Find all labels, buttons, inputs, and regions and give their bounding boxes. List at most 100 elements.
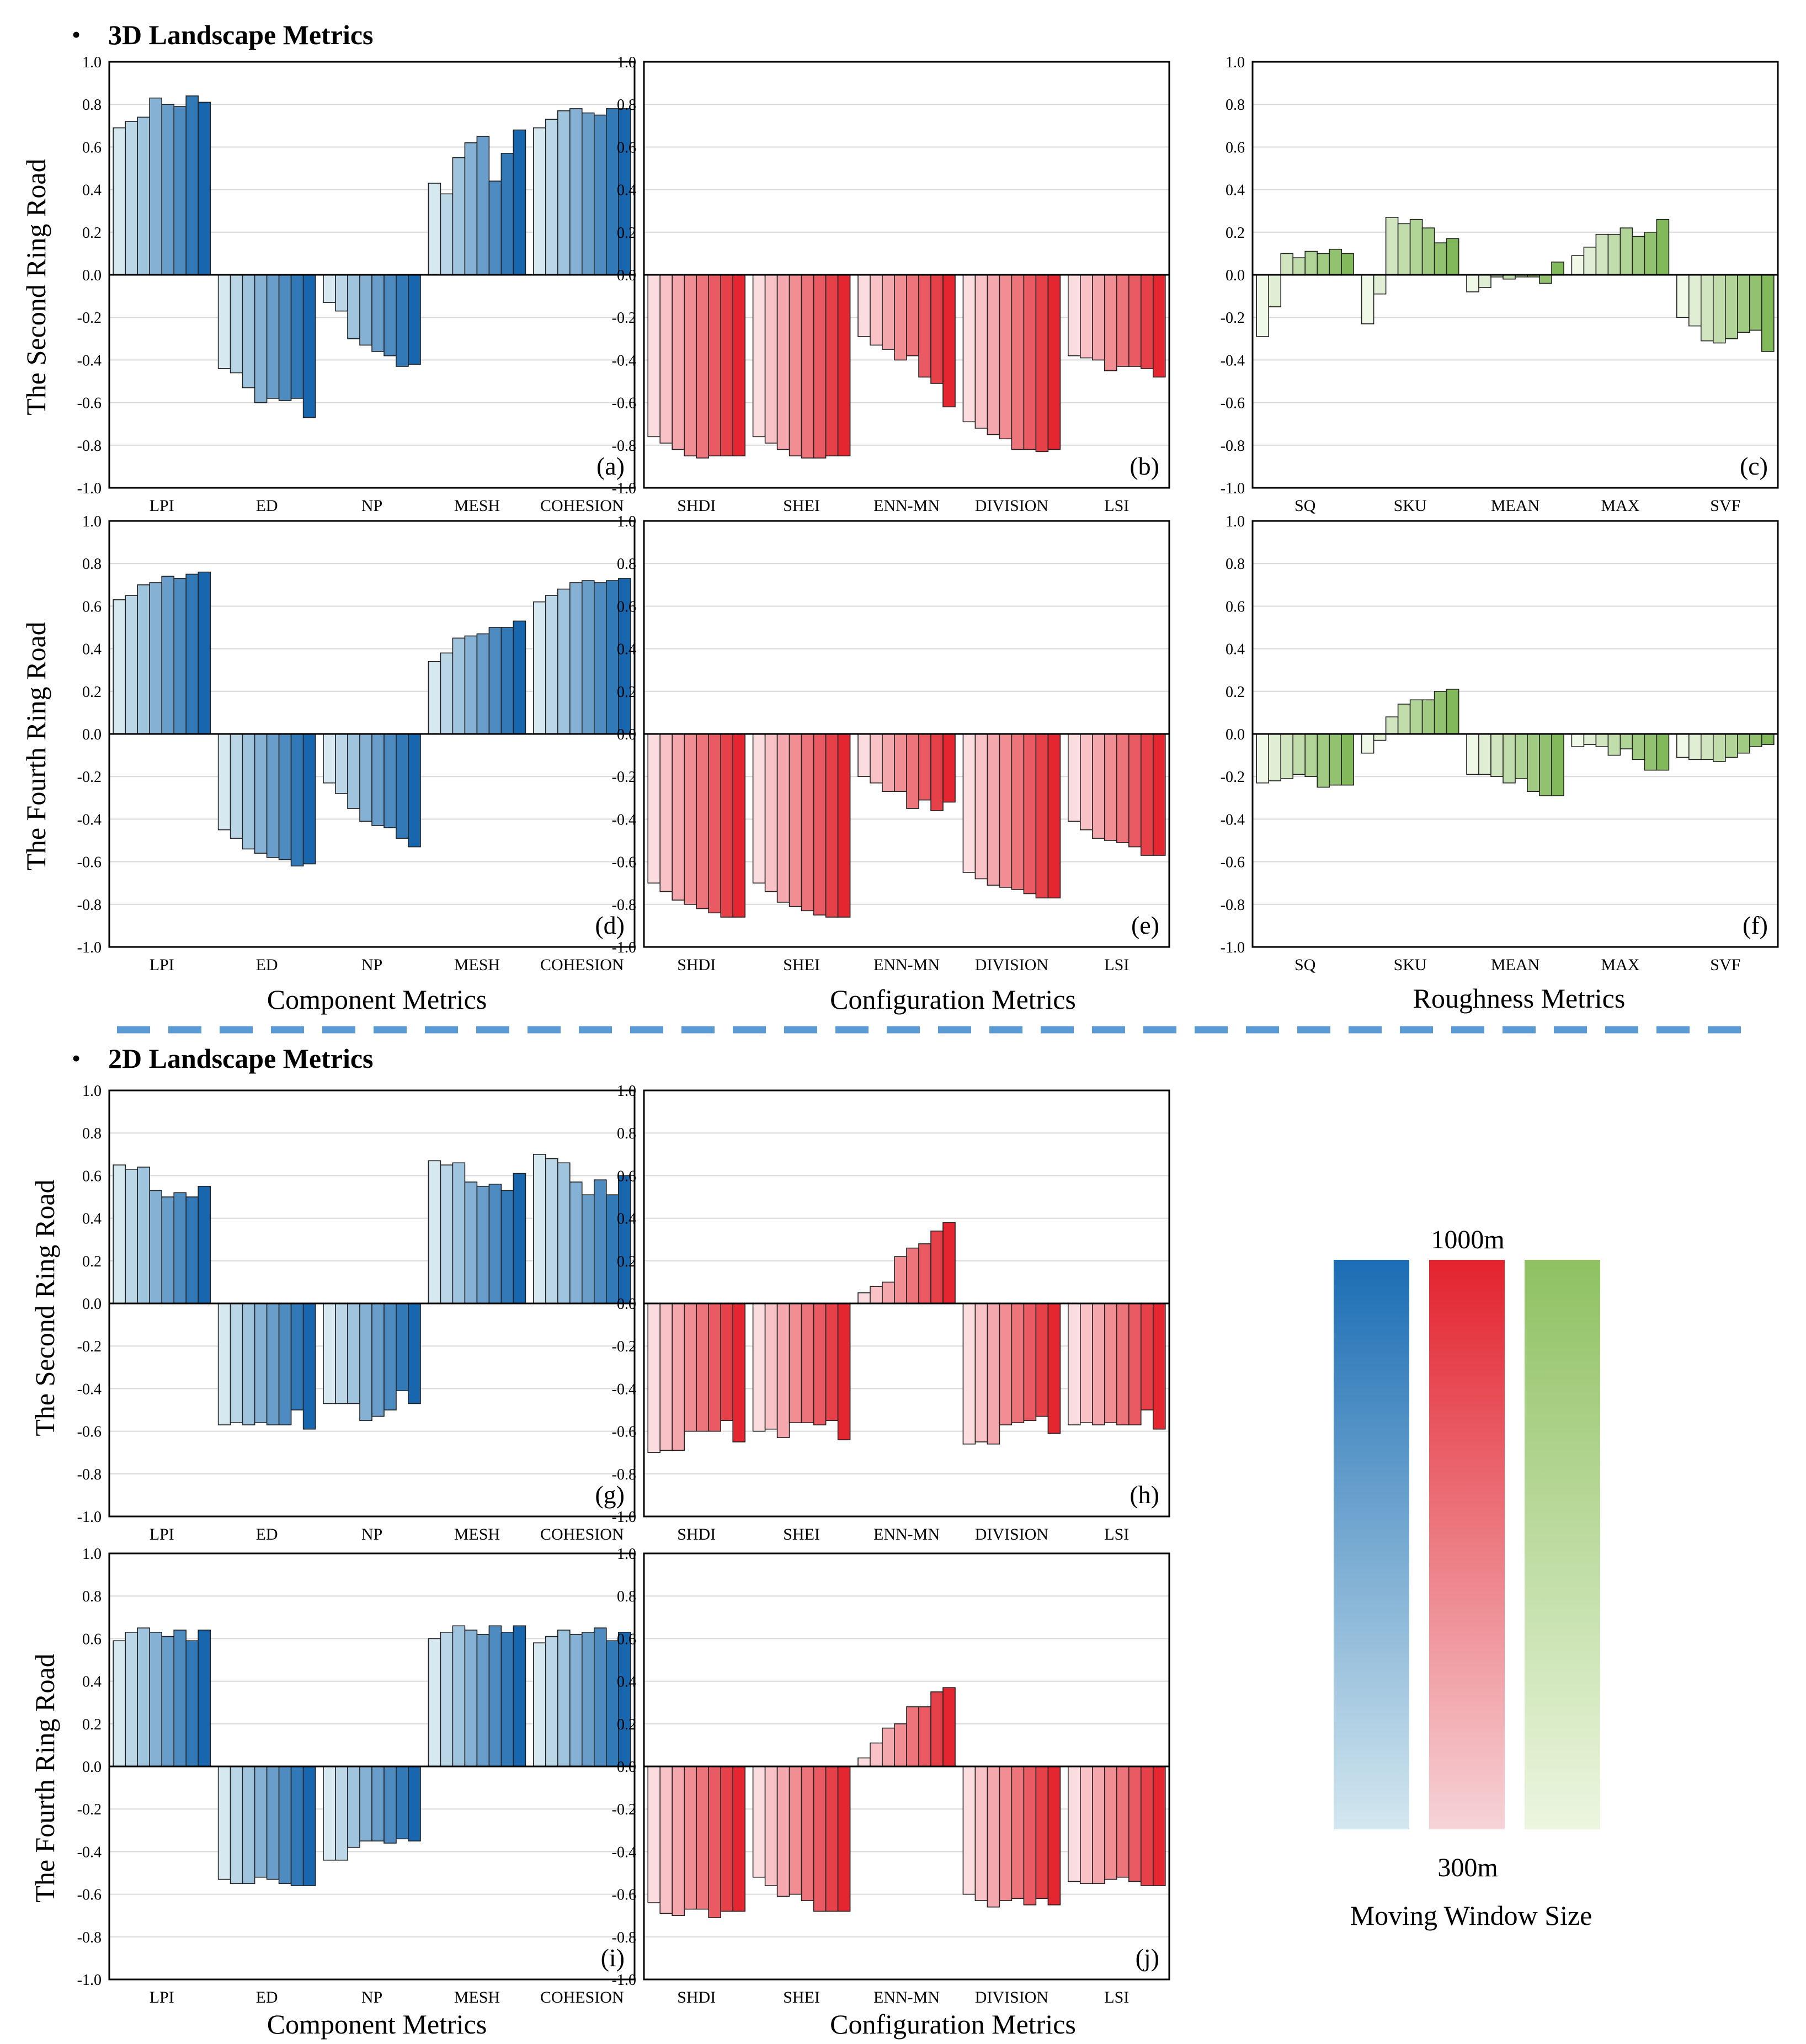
category-label: LPI [150,1525,174,1543]
legend-caption: Moving Window Size [1350,1900,1592,1931]
y-tick-label: 0.4 [617,182,636,199]
chart-panels: 1.0 0.8 0.6 0.4 0.2 0.0 -0.2 -0.4 -0.6 -0.8 -1.0 LP… [77,54,1779,2006]
bar [569,1181,583,1304]
bar [1385,216,1399,275]
bar [125,121,138,275]
bar [894,733,907,792]
y-tick-label: -0.4 [1221,811,1245,828]
bar [185,1196,199,1304]
y-tick-label: 0.0 [82,267,102,284]
bar [161,1196,175,1304]
bar [217,274,231,369]
bar [1047,1303,1061,1434]
bar [347,274,360,339]
bar [942,274,956,408]
category-label: ED [256,497,278,515]
bar [708,1766,721,1918]
bar [1080,1766,1093,1885]
bar [594,582,607,734]
y-tick-label: -0.6 [612,1424,636,1441]
bar [1656,733,1670,771]
bar [1080,1303,1093,1423]
bar [594,1179,607,1304]
category-label: ENN-MN [873,956,940,974]
section-3d-bullet: • [72,20,81,49]
bar [242,274,255,388]
panel-g: 1.0 0.8 0.6 0.4 0.2 0.0 -0.2 -0.4 -0.6 -0.8 -1.0 LP… [77,1083,636,1543]
y-tick-label: 0.8 [82,1125,102,1142]
bar [545,119,558,275]
plot-frame [1251,520,1779,948]
y-tick-label: 0.8 [1226,556,1245,573]
bar [440,1164,454,1304]
bar [1141,1766,1154,1886]
y-tick-label: 0.4 [82,641,102,658]
bar [582,580,595,734]
category-label: COHESION [540,1988,624,2006]
y-tick-label: 0.6 [1226,139,1245,156]
bar [1583,733,1597,746]
y-tick-label: -0.6 [77,395,102,412]
bar [323,274,336,303]
bar [1656,219,1670,275]
bar [1701,733,1714,760]
bar [672,733,685,901]
bar [801,274,814,459]
y-tick-label: 0.2 [1226,225,1245,242]
legend-top-label: 1000m [1431,1225,1504,1254]
bar [606,1640,619,1767]
category-label: MESH [454,1988,500,2006]
plot-frame [108,1552,636,1981]
y-tick-label: -0.8 [77,438,102,455]
y-tick-label: -0.2 [612,310,636,327]
panel-letter: (c) [1740,452,1768,480]
bar [857,274,871,337]
plot-frame [643,61,1170,489]
bar [1490,733,1504,777]
y-tick-label: -0.6 [1221,395,1245,412]
bar [1688,274,1702,327]
y-tick-label: 0.8 [82,556,102,573]
bar [476,1185,490,1304]
bar [1317,253,1330,275]
y-tick-label: 0.8 [82,97,102,114]
panel-letter: (f) [1743,911,1768,939]
y-tick-label: -0.6 [77,854,102,871]
category-label: NP [361,1988,382,2006]
y-tick-label: -0.2 [612,1801,636,1818]
plot-frame [643,520,1170,948]
category-label: LPI [150,1988,174,2006]
bar [1737,733,1750,754]
category-label: MESH [454,1525,500,1543]
bar [452,1625,466,1767]
bar [1153,733,1166,856]
y-tick-label: 0.0 [617,726,636,743]
bar [1595,233,1609,275]
y-tick-label: -0.8 [612,1929,636,1946]
bar [1539,274,1552,284]
bar [371,1303,385,1417]
bar [1373,733,1387,741]
bar [359,1303,372,1422]
bar [962,274,976,423]
bar [1341,733,1354,786]
bar [1632,733,1645,760]
bar [930,733,944,811]
category-label: DIVISION [975,497,1048,515]
category-label: LSI [1104,497,1129,515]
bar [532,1154,546,1304]
bar [1466,274,1479,292]
bar [930,1691,944,1767]
bar [476,633,490,734]
bar [942,1687,956,1767]
bar [837,1303,851,1440]
category-label: NP [361,956,382,974]
bar [1153,274,1166,378]
category-label: SKU [1394,497,1427,515]
bar [302,274,316,418]
bar [837,274,851,456]
bar [1478,733,1491,775]
bar [1551,733,1564,796]
bar [1092,1766,1105,1885]
bar [428,1638,441,1767]
